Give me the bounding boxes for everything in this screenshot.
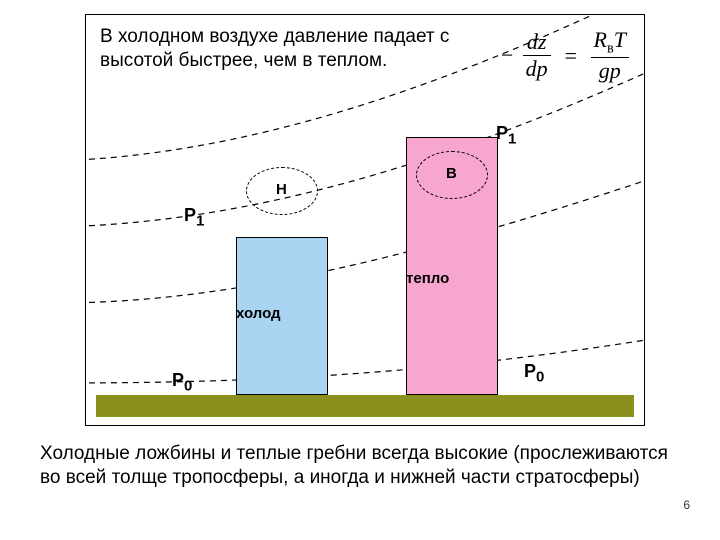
isobar-1 (86, 160, 645, 303)
label-cold: холод (236, 305, 281, 322)
isobar-curves (86, 15, 645, 426)
slide-number: 6 (683, 498, 690, 512)
label-P0-right: P0 (524, 361, 544, 386)
ground-bar (96, 395, 634, 417)
label-H: Н (276, 181, 287, 198)
label-P1-left: P1 (184, 205, 204, 230)
label-B: В (446, 165, 457, 182)
isobar-2 (86, 45, 645, 227)
label-warm: тепло (406, 270, 449, 287)
label-P1-top: P1 (496, 123, 516, 148)
isobar-3 (86, 15, 645, 161)
diagram-frame: В холодном воздухе давление падает с выс… (85, 14, 645, 426)
slide: В холодном воздухе давление падает с выс… (0, 0, 720, 540)
label-P0-left: P0 (172, 370, 192, 395)
caption-text: Холодные ложбины и теплые гребни всегда … (40, 442, 680, 490)
isobar-0 (86, 330, 645, 383)
